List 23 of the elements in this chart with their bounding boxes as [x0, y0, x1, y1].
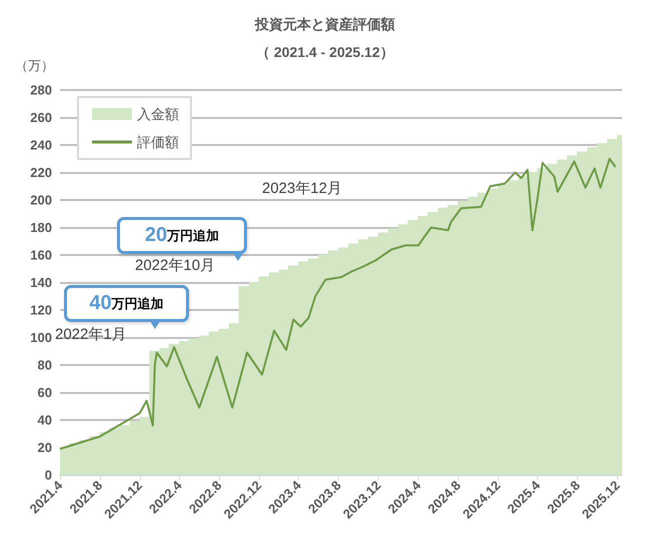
annotation: 40万円追加	[89, 292, 164, 315]
y-tick-label: 160	[30, 248, 52, 262]
y-tick-label: 260	[30, 110, 52, 125]
legend-label: 入金額	[137, 106, 179, 122]
y-axis-title: （万）	[15, 58, 54, 73]
y-tick-label: 180	[30, 220, 52, 235]
y-tick-label: 0	[44, 468, 52, 482]
legend-label: 評価額	[137, 134, 179, 150]
chart-title: 投資元本と資産評価額	[254, 16, 395, 32]
y-tick-label: 280	[30, 82, 52, 98]
y-tick-label: 40	[38, 412, 52, 428]
y-tick-label: 60	[38, 385, 52, 400]
y-tick-label: 120	[30, 302, 52, 318]
y-tick-label: 140	[30, 275, 52, 290]
chart-subtitle: （ 2021.4 - 2025.12）	[256, 44, 394, 60]
annotation: 2023年12月	[262, 180, 342, 198]
y-tick-label: 240	[30, 138, 52, 152]
y-tick-label: 200	[30, 192, 52, 208]
y-tick-label: 80	[38, 358, 52, 372]
y-tick-label: 220	[30, 165, 52, 180]
y-tick-label: 100	[30, 330, 52, 345]
annotation: 20万円追加	[144, 224, 220, 247]
y-tick-label: 20	[38, 440, 52, 455]
